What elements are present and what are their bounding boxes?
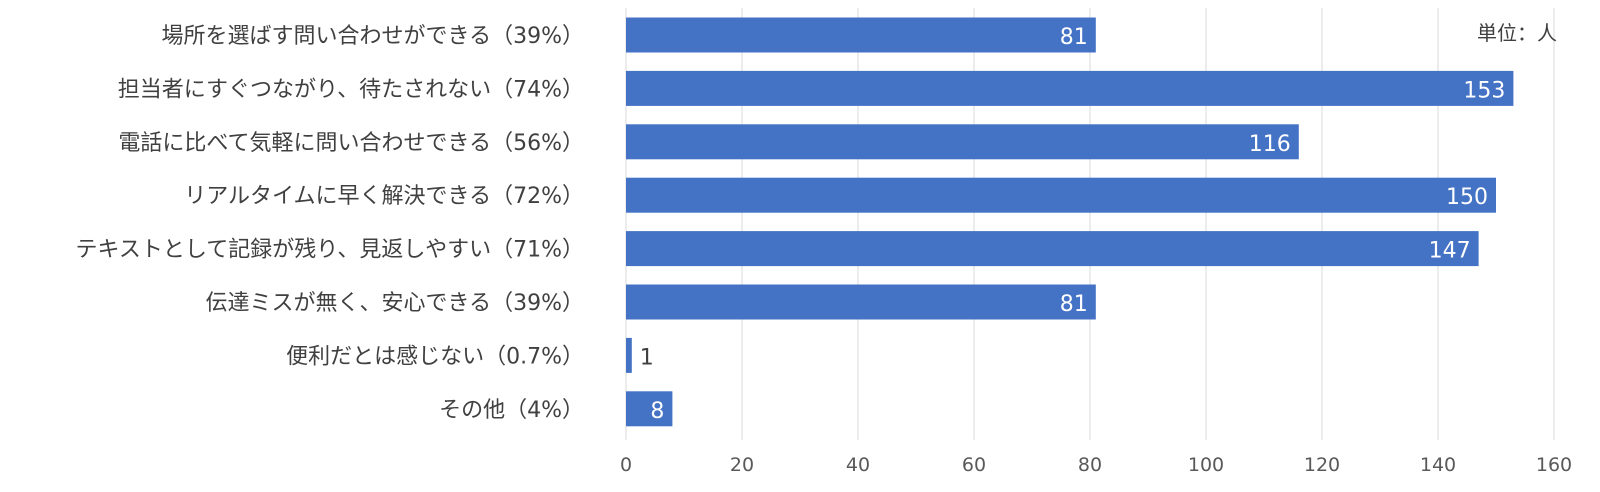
data-label: 147 bbox=[1429, 239, 1471, 264]
bars bbox=[626, 17, 1514, 427]
category-label: テキストとして記録が残り、見返しやすい（71%） bbox=[76, 238, 584, 263]
x-tick-label: 80 bbox=[1078, 454, 1102, 476]
x-tick-label: 140 bbox=[1420, 454, 1456, 476]
x-tick-label: 40 bbox=[846, 454, 870, 476]
bar bbox=[626, 124, 1299, 160]
category-label: その他（4%） bbox=[439, 398, 584, 423]
x-tick-label: 60 bbox=[962, 454, 986, 476]
data-label: 81 bbox=[1060, 25, 1088, 50]
category-label: 担当者にすぐつながり、待たされない（74%） bbox=[118, 77, 584, 102]
bar bbox=[626, 70, 1514, 106]
x-tick-label: 100 bbox=[1188, 454, 1224, 476]
bar bbox=[626, 17, 1096, 53]
bar bbox=[626, 231, 1479, 267]
category-label: 便利だとは感じない（0.7%） bbox=[286, 344, 584, 369]
bar bbox=[626, 391, 673, 427]
category-label: 場所を選ばす問い合わせができる（39%） bbox=[162, 24, 584, 49]
data-label: 153 bbox=[1463, 78, 1505, 103]
bar bbox=[626, 337, 632, 373]
x-tick-label: 160 bbox=[1536, 454, 1572, 476]
x-tick-label: 0 bbox=[620, 454, 632, 476]
data-labels: 81 153 116 150 147 81 1 8 bbox=[640, 25, 1506, 424]
bar bbox=[626, 177, 1496, 213]
data-label: 8 bbox=[650, 399, 664, 424]
data-label: 1 bbox=[640, 345, 654, 370]
bar bbox=[626, 284, 1096, 320]
data-label: 150 bbox=[1446, 185, 1488, 210]
data-label: 81 bbox=[1060, 292, 1088, 317]
category-labels: 場所を選ばす問い合わせができる（39%） 担当者にすぐつながり、待たされない（74… bbox=[76, 24, 584, 423]
x-tick-label: 120 bbox=[1304, 454, 1340, 476]
data-label: 116 bbox=[1249, 132, 1291, 157]
x-tick-labels: 0 20 40 60 80 100 120 140 160 bbox=[620, 454, 1572, 476]
category-label: 電話に比べて気軽に問い合わせできる（56%） bbox=[118, 131, 584, 156]
unit-label: 単位：人 bbox=[1477, 21, 1557, 45]
x-tick-label: 20 bbox=[730, 454, 754, 476]
category-label: 伝達ミスが無く、安心できる（39%） bbox=[206, 291, 584, 316]
category-label: リアルタイムに早く解決できる（72%） bbox=[184, 184, 584, 209]
